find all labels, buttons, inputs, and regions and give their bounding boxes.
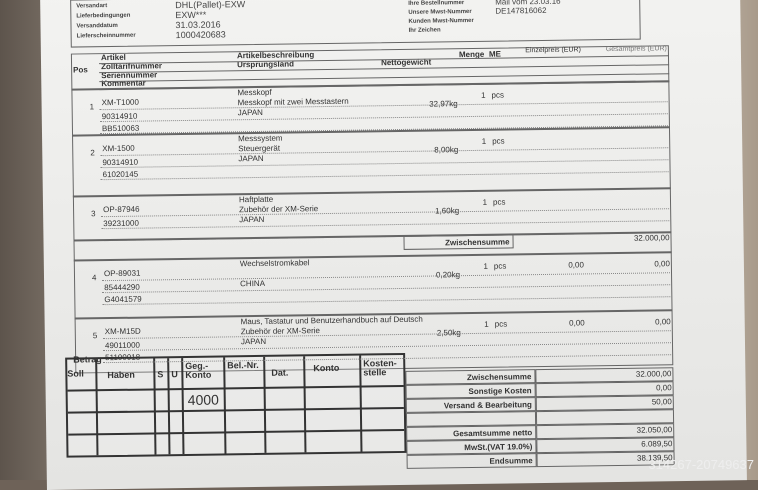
stamp-column: [223, 357, 227, 454]
header-label: Versandart: [76, 3, 108, 10]
item-artikel: XM-1500: [102, 143, 135, 154]
item-me: pcs: [491, 90, 505, 100]
item-land: JAPAN: [237, 107, 263, 118]
header-value: DE147816062: [495, 5, 547, 16]
header-value: EXW***: [175, 9, 207, 21]
item-artikel: XM-M15D: [104, 326, 141, 337]
accounting-stamp: Betrag Soll Haben S U Geg.-Konto Bel.-Nr. Dat. K…: [65, 352, 407, 458]
item-me: pcs: [493, 261, 507, 271]
item-land: CHINA: [240, 278, 266, 289]
item-land: JAPAN: [239, 214, 265, 225]
item-pos: 4: [91, 273, 97, 283]
column-header-pos: Pos: [73, 65, 88, 75]
item-menge: 1: [480, 90, 486, 100]
item-einzel: 0,00: [568, 260, 584, 270]
header-value: 31.03.2016: [175, 19, 221, 31]
item-land: JAPAN: [240, 336, 267, 347]
totals-value: 0,00: [655, 383, 672, 393]
stamp-gegkonto: Geg.-Konto: [185, 360, 212, 381]
totals-value: 32.000,00: [635, 369, 672, 379]
watermark: 314267-20749637: [648, 457, 754, 472]
item-artikel: XM-T1000: [101, 97, 139, 108]
item-einzel: 0,00: [569, 318, 585, 328]
item-artikel: OP-87946: [103, 204, 140, 215]
item-me: pcs: [494, 319, 508, 329]
delivery-note: Betrag Soll Haben S U Geg.-Konto Bel.-Nr. Dat. K…: [40, 0, 747, 490]
item-menge: 1: [481, 136, 487, 146]
item-me: pcs: [492, 136, 505, 146]
stamp-haben: Haben: [107, 369, 135, 381]
item-me: pcs: [492, 197, 506, 207]
item-land: JAPAN: [238, 153, 264, 164]
totals-label: MwSt.(VAT 19.0%): [464, 442, 533, 453]
item-pos: 1: [89, 102, 95, 112]
header-value: 1000420683: [175, 29, 226, 41]
item-desc: Messsystem: [238, 133, 283, 144]
item-menge: 1: [482, 197, 488, 207]
subtotal-label: Zwischensumme: [445, 237, 510, 248]
item-pos: 2: [90, 148, 95, 158]
column-header-gesamt: Gesamtpreis (EUR): [605, 45, 667, 54]
item-desc: Haftplatte: [238, 194, 274, 205]
stamp-column: [263, 356, 267, 453]
header-label: Lieferbedingungen: [76, 12, 131, 20]
subtotal-value: 32.000,00: [633, 233, 670, 243]
totals-label: Zwischensumme: [466, 372, 532, 383]
totals-label: Versand & Bearbeitung: [443, 400, 532, 411]
header-label: Kunden Mwst-Nummer: [408, 17, 474, 25]
stamp-kostenstelle: Kosten-stelle: [363, 358, 397, 378]
header-label: Unsere Mwst-Nummer: [408, 8, 472, 16]
totals-value: 50,00: [651, 397, 672, 407]
totals-value: 32.050,00: [636, 425, 673, 435]
item-pos: 5: [92, 331, 98, 341]
header-value: DHL(Pallet)-EXW: [175, 0, 246, 11]
stamp-row: [67, 406, 404, 414]
totals-label: Sonstige Kosten: [468, 386, 532, 397]
item-menge: 1: [483, 261, 488, 271]
stamp-handwritten-amount: 4000: [187, 391, 220, 408]
item-gesamt: 0,00: [655, 317, 671, 327]
totals-label: Gesamtsumme netto: [453, 428, 533, 439]
totals-value: 6.089,50: [641, 439, 673, 449]
stamp-belnr: Bel.-Nr.: [227, 359, 259, 371]
item-desc: Messkopf: [237, 87, 272, 98]
item-pos: 3: [91, 209, 96, 219]
item-desc: Wechselstromkabel: [239, 258, 310, 269]
item-serie: 51100018: [105, 352, 141, 363]
header-label: Lieferscheinnummer: [76, 32, 136, 40]
column-header-artikel: Artikel: [100, 52, 126, 63]
column-header-einzel: Einzelpreis (EUR): [525, 46, 581, 55]
item-artikel: OP-89031: [103, 268, 141, 279]
header-label: Ihr Zeichen: [408, 27, 441, 34]
item-menge: 1: [484, 319, 489, 329]
item-gesamt: 0,00: [654, 259, 670, 269]
header-label: Versanddatum: [76, 22, 118, 30]
stamp-row: [68, 428, 405, 436]
stamp-row: [67, 384, 404, 392]
totals-label: Endsumme: [489, 456, 533, 466]
stamp-konto: Konto: [313, 362, 340, 374]
header-label: Ihre Bestellnummer: [408, 0, 465, 7]
header-box: [70, 0, 641, 48]
